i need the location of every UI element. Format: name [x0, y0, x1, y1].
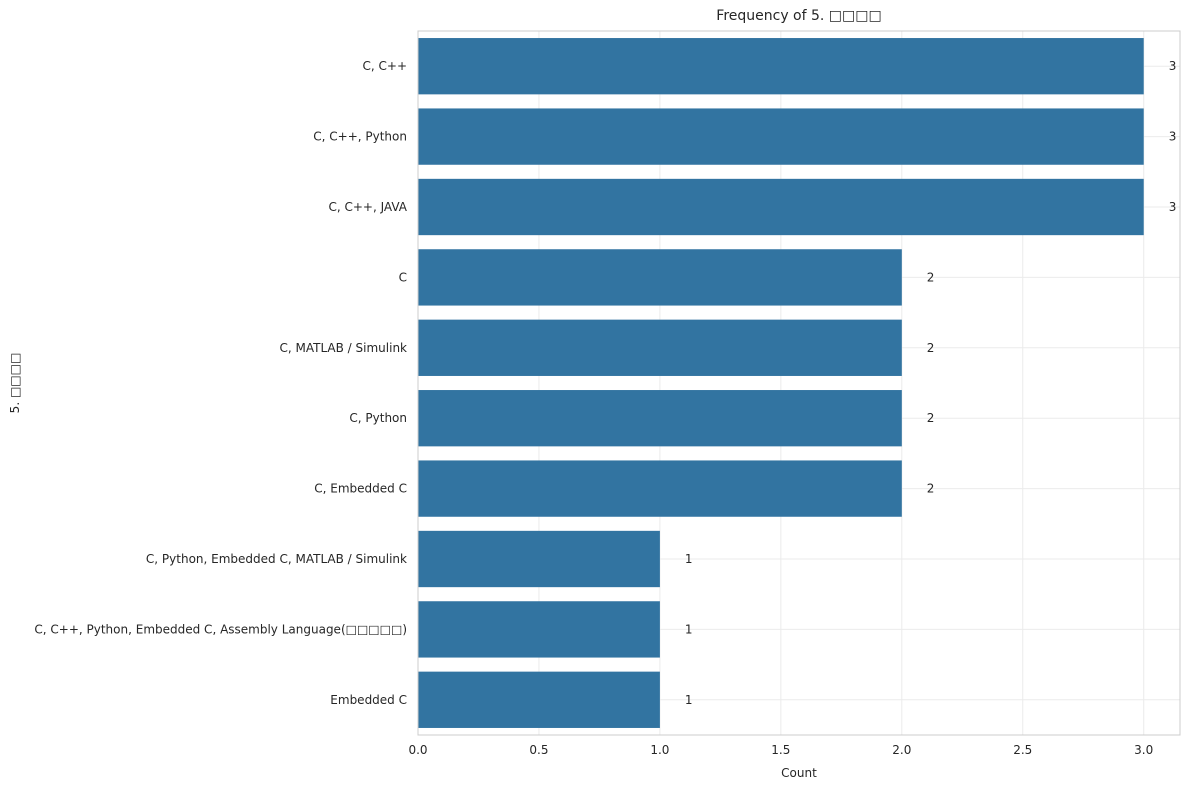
y-tick-label: C, C++, Python, Embedded C, Assembly Lan… [34, 622, 407, 636]
x-tick-label: 0.0 [408, 743, 427, 757]
bar [418, 319, 902, 376]
bar [418, 460, 902, 517]
x-tick-label: 2.0 [892, 743, 911, 757]
plot-frame [417, 30, 1181, 736]
x-tick-label: 2.5 [1013, 743, 1032, 757]
y-tick-label: C, Python, Embedded C, MATLAB / Simulink [146, 552, 407, 566]
y-tick-label: C, C++ [363, 59, 408, 73]
bar [418, 671, 660, 728]
bar [418, 390, 902, 447]
bar [418, 530, 660, 588]
data-label: 2 [927, 482, 935, 496]
x-tick-label: 1.5 [771, 743, 790, 757]
chart-title: Frequency of 5. □□□□ [716, 8, 881, 24]
data-label: 3 [1169, 200, 1177, 214]
data-label: 2 [927, 341, 935, 355]
x-tick-labels: 0.0 0.5 1.0 1.5 2.0 2.5 3.0 [408, 743, 1153, 757]
bar [418, 108, 1144, 165]
y-tick-label: C, Python [349, 411, 407, 425]
data-label: 1 [685, 693, 693, 707]
bar [418, 249, 902, 306]
data-labels: 3 3 3 2 2 2 2 1 1 1 [685, 59, 1176, 707]
data-label: 2 [927, 270, 935, 284]
data-label: 2 [927, 411, 935, 425]
data-label: 1 [685, 552, 693, 566]
y-tick-label: Embedded C [330, 693, 407, 707]
data-label: 3 [1169, 59, 1177, 73]
bar [418, 178, 1144, 236]
x-tick-label: 1.0 [650, 743, 669, 757]
y-tick-labels: C, C++ C, C++, Python C, C++, JAVA C C, MATL… [34, 59, 407, 707]
x-axis-label: Count [781, 766, 817, 780]
y-axis-label: 5. □□□□ [8, 353, 22, 414]
y-tick-label: C [399, 270, 407, 284]
bar [418, 601, 660, 658]
x-tick-label: 0.5 [529, 743, 548, 757]
data-label: 3 [1169, 130, 1177, 144]
y-tick-label: C, C++, JAVA [328, 200, 407, 214]
y-tick-label: C, C++, Python [313, 130, 407, 144]
y-tick-label: C, Embedded C [314, 482, 407, 496]
bar [418, 38, 1144, 95]
bars [418, 38, 1144, 728]
x-tick-label: 3.0 [1134, 743, 1153, 757]
data-label: 1 [685, 622, 693, 636]
y-tick-label: C, MATLAB / Simulink [279, 341, 407, 355]
